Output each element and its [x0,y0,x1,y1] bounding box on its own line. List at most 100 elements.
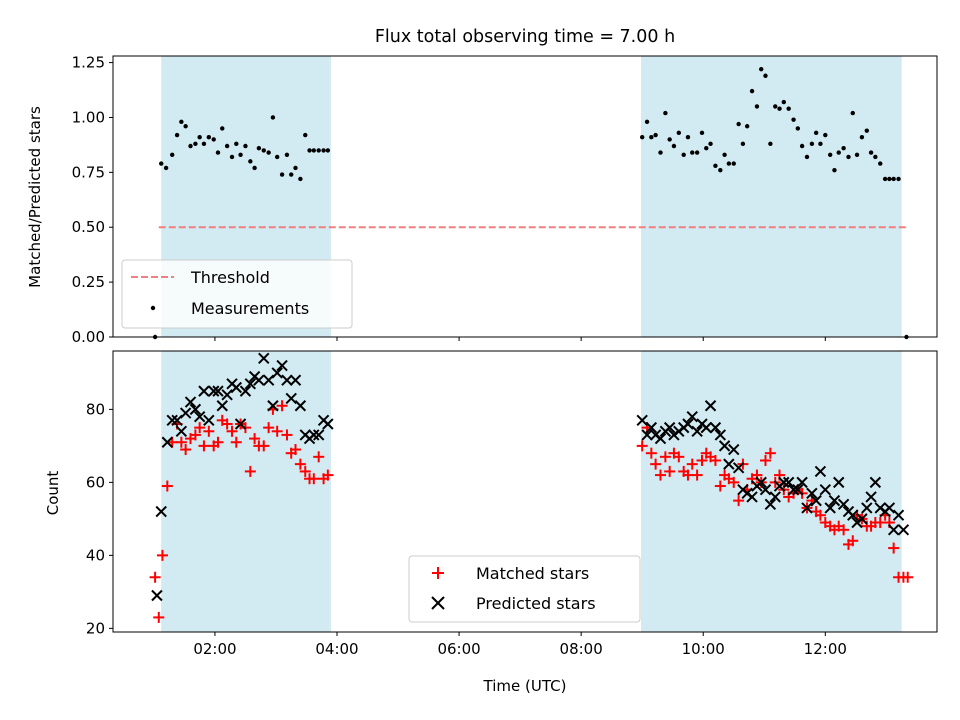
measurement-point [832,167,837,173]
measurement-point [174,132,180,138]
predicted-point [728,443,740,456]
measurement-point [671,143,677,149]
predicted-point [723,458,735,470]
matched-point [308,473,320,485]
predicted-point [769,491,781,503]
matched-point [198,440,210,452]
matched-point [664,465,676,477]
matched-point [902,571,914,583]
x-tick-label: 02:00 [193,640,236,658]
predicted-point [151,589,163,602]
measurement-point [868,150,874,155]
matched-point [322,469,334,481]
measurement-point [658,150,663,155]
measurement-point [193,141,198,147]
measurement-point [644,119,650,125]
measurement-point [827,152,833,157]
measurement-point [293,165,298,171]
predicted-point [746,491,758,503]
predicted-point [759,483,772,496]
measurement-point [690,150,695,155]
predicted-point [289,374,302,386]
measurement-point [704,146,709,151]
predicted-point [828,494,841,507]
measurement-point [311,148,317,153]
predicted-point [322,418,334,430]
measurement-point [749,88,755,94]
matched-point [709,454,721,466]
matched-point [714,480,726,492]
measurement-point [170,152,175,157]
matched-point [764,447,776,459]
matched-point [189,429,201,441]
matched-point [221,418,233,430]
predicted-legend-swatch [431,596,445,610]
y-tick-label: 40 [86,546,105,564]
matched-point [691,469,703,481]
observing-band-2 [640,351,902,632]
predicted-point [312,429,325,441]
matched-point [659,451,671,463]
predicted-point [641,429,653,441]
measurement-point [284,152,290,157]
predicted-point [654,432,667,445]
observing-bands [161,351,902,632]
predicted-point [833,476,845,489]
measurement-point [307,148,312,153]
predicted-point [856,513,868,525]
measurement-point [685,135,691,140]
measurement-point [823,132,828,138]
matched-point [175,436,187,448]
measurement-point [891,176,896,182]
y-tick-label: 0.50 [72,218,105,236]
measurement-point [667,137,672,142]
measurement-point [841,146,846,151]
matched-point [299,465,311,477]
matched-point [728,476,740,488]
measurement-point [197,135,202,140]
measurement-point [859,135,865,140]
measurement-point [159,161,164,166]
predicted-point [801,502,813,514]
measurement-point [744,124,750,129]
predicted-point [887,524,900,536]
predicted-point [718,440,731,452]
matched-point [194,422,206,434]
measurement-point [713,163,718,168]
measurement-point [163,165,169,171]
predicted-point [193,410,206,423]
measurement-point [266,150,271,155]
matched-point [230,436,242,448]
predicted-point [175,425,188,437]
measurement-point [864,128,870,133]
y-tick-label: 80 [86,400,105,418]
predicted-point [281,374,293,386]
measurement-point [220,126,225,131]
y-tick-label: 0.75 [72,163,105,181]
ratio-panel: 0.00 0.25 0.50 0.75 1.00 1.25 Matched/Predict… [26,54,938,346]
measurement-point [321,148,326,153]
measurement-point [252,165,257,171]
matched-point [226,425,238,437]
measurement-point [726,161,732,166]
observing-bands [161,56,902,337]
matched-point [733,495,745,507]
predicted-point [253,374,265,386]
predicted-point [189,403,202,416]
predicted-point [216,400,228,412]
measurement-point [795,126,801,131]
matched-point [249,433,261,445]
measurement-point [773,104,778,109]
measurement-point [179,119,184,125]
measurement-point [846,154,851,160]
measurement-point [708,141,713,147]
measurement-point [224,143,230,149]
predicted-point [285,392,297,405]
measurement-point [759,66,764,72]
threshold-legend-label: Threshold [190,268,270,287]
predicted-point [208,385,220,397]
predicted-point [847,509,859,521]
matched-point [838,524,850,536]
measurement-point [740,141,746,147]
ratio-y-ticks: 0.00 0.25 0.50 0.75 1.00 1.25 [72,54,113,346]
